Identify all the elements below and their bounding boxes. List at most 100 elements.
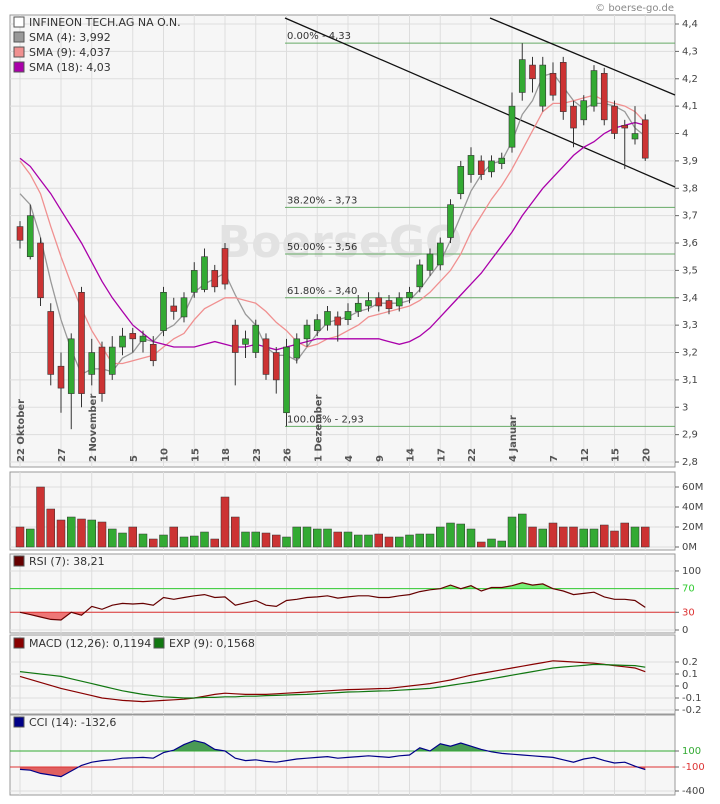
legend-label: EXP (9): 0,1568: [169, 637, 255, 650]
candle-body: [539, 64, 547, 107]
volume-bar: [630, 526, 640, 548]
x-tick-label: 12: [580, 448, 591, 462]
volume-bar: [210, 538, 219, 548]
candle-body: [108, 346, 116, 375]
y-tick-label: 3,3: [682, 320, 698, 331]
volume-bar: [569, 526, 578, 548]
y-tick-label: -0.2: [682, 705, 702, 716]
y-tick-label: 0M: [682, 542, 697, 553]
y-tick-label: 0: [682, 625, 688, 636]
candle-body: [580, 100, 588, 121]
y-tick-label: 20M: [682, 522, 703, 533]
candle-body: [590, 70, 598, 107]
volume-bar: [477, 541, 486, 548]
volume-bar: [405, 534, 414, 548]
legend-swatch: [153, 637, 165, 649]
volume-bar: [15, 526, 25, 548]
volume-bar: [118, 532, 127, 548]
candle-body: [508, 105, 516, 148]
x-tick-label: 22: [467, 448, 478, 462]
candle-body: [149, 344, 157, 362]
candle-body: [354, 302, 362, 312]
candle-body: [631, 133, 639, 140]
candle-body: [570, 105, 577, 129]
volume-bar: [87, 519, 96, 548]
candle-body: [447, 204, 454, 238]
copyright: © boerse-go.de: [595, 3, 674, 14]
y-tick-label: 3,1: [682, 375, 698, 386]
volume-bar: [282, 536, 291, 548]
fib-label: 100.00% - 2,93: [287, 414, 364, 425]
volume-bar: [169, 526, 178, 548]
volume-bar: [128, 526, 137, 548]
trend-line: [489, 17, 676, 96]
indicator-line: [19, 739, 646, 778]
fib-label: 38.20% - 3,73: [287, 195, 357, 206]
volume-bar: [425, 533, 435, 548]
candle-body: [416, 264, 424, 288]
candle-body: [119, 335, 126, 348]
volume-bar: [620, 522, 629, 548]
volume-bar: [190, 535, 199, 548]
volume-bar: [46, 508, 55, 548]
legend-label: SMA (9): 4,037: [29, 46, 111, 59]
legend-label: MACD (12,26): 0,1194: [29, 637, 151, 650]
volume-bar: [261, 532, 271, 548]
candle-body: [231, 324, 239, 353]
volume-bar: [354, 534, 363, 548]
panel: [9, 553, 676, 634]
x-tick-label: 10: [160, 448, 171, 462]
candle-body: [559, 62, 567, 112]
y-tick-label: 3,2: [682, 348, 698, 359]
candle-body: [457, 166, 465, 195]
y-tick-label: 3,9: [682, 156, 698, 167]
y-tick-label: 0.2: [682, 657, 698, 668]
legend-label: SMA (18): 4,03: [29, 61, 111, 74]
volume-bar: [466, 528, 476, 548]
x-tick-label: 4 Januar: [508, 415, 519, 462]
volume-bar: [149, 538, 158, 548]
x-tick-label: 26: [283, 448, 294, 462]
legend-swatch: [13, 31, 25, 43]
x-tick-label: 2 November: [88, 394, 99, 462]
y-tick-label: -100: [682, 762, 705, 773]
candle-body: [303, 324, 311, 340]
volume-bar: [497, 540, 506, 548]
volume-bar: [200, 531, 209, 548]
volume-bar: [56, 519, 66, 548]
fib-label: 50.00% - 3,56: [287, 242, 357, 253]
y-tick-label: 4: [682, 129, 688, 140]
volume-bar: [313, 528, 322, 548]
candle-body: [272, 352, 280, 381]
sma-line: [19, 121, 646, 351]
candle-body: [313, 319, 321, 331]
candle-body: [549, 72, 557, 96]
candle-body: [621, 125, 629, 129]
candle-body: [67, 338, 75, 394]
volume-bar: [395, 536, 404, 548]
x-tick-label: 15: [611, 448, 622, 462]
volume-bar: [364, 534, 373, 548]
candle-body: [252, 324, 260, 353]
y-tick-label: 3: [682, 402, 688, 413]
x-tick-label: 9: [375, 455, 386, 462]
candle-body: [201, 256, 208, 290]
candle-body: [98, 346, 106, 394]
candle-body: [477, 160, 485, 175]
legend-label: INFINEON TECH.AG NA O.N.: [29, 16, 181, 29]
candle-body: [365, 300, 372, 307]
candle-body: [426, 253, 434, 271]
volume-bar: [610, 530, 619, 548]
y-tick-label: 2,8: [682, 457, 698, 468]
volume-bar: [579, 528, 588, 548]
candle-body: [57, 365, 65, 389]
y-tick-label: 4,2: [682, 74, 698, 85]
legend-swatch: [13, 16, 25, 28]
y-tick-label: -400: [682, 786, 705, 797]
candle-body: [190, 270, 198, 293]
x-tick-label: 7: [549, 455, 560, 462]
candle-body: [160, 291, 167, 331]
volume-bar: [559, 526, 568, 548]
volume-bar: [302, 526, 312, 548]
y-tick-label: 4,3: [682, 46, 698, 57]
